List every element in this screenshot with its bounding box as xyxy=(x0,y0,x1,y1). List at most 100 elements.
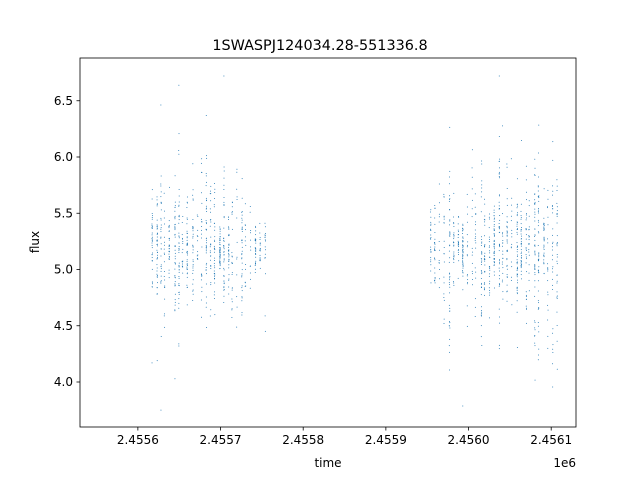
data-point xyxy=(231,273,233,275)
data-point xyxy=(466,274,468,276)
data-point xyxy=(475,224,476,226)
data-point xyxy=(192,245,194,247)
data-point xyxy=(556,254,558,256)
data-point xyxy=(506,226,508,228)
data-point xyxy=(552,266,554,268)
data-point xyxy=(453,216,455,218)
data-point xyxy=(556,256,558,258)
data-point xyxy=(430,224,432,226)
data-point xyxy=(156,270,158,272)
data-point xyxy=(516,223,518,225)
data-point xyxy=(214,267,216,269)
data-point xyxy=(480,283,482,285)
data-point xyxy=(543,238,545,240)
data-point xyxy=(219,244,221,246)
data-point xyxy=(210,236,212,238)
data-point xyxy=(474,233,476,235)
data-point xyxy=(174,246,176,248)
data-point xyxy=(223,259,225,261)
data-point xyxy=(506,221,508,223)
data-point xyxy=(213,297,215,299)
data-point xyxy=(516,276,518,278)
data-point xyxy=(259,260,261,262)
data-point xyxy=(231,256,233,258)
data-point xyxy=(543,222,545,224)
data-point xyxy=(525,307,527,309)
data-point xyxy=(241,275,243,277)
data-point xyxy=(537,190,539,192)
data-point xyxy=(160,268,162,270)
data-point xyxy=(228,249,230,251)
data-point xyxy=(156,234,158,236)
data-point xyxy=(502,253,504,255)
data-point xyxy=(520,264,522,266)
data-point xyxy=(453,282,455,284)
data-point xyxy=(534,321,536,323)
data-point xyxy=(241,230,243,232)
data-point xyxy=(537,211,539,213)
data-point xyxy=(151,236,153,238)
data-point xyxy=(506,276,508,278)
data-point xyxy=(462,241,464,243)
data-point xyxy=(201,158,203,160)
data-point xyxy=(254,240,256,241)
data-point xyxy=(200,162,202,164)
data-point xyxy=(481,241,483,243)
data-point xyxy=(449,257,451,259)
data-point xyxy=(543,261,545,263)
data-point xyxy=(181,261,183,263)
data-point xyxy=(192,218,194,220)
data-point xyxy=(223,283,225,285)
data-point xyxy=(499,283,501,285)
data-point xyxy=(493,232,495,234)
data-point xyxy=(228,293,230,295)
data-point xyxy=(178,188,180,190)
data-point xyxy=(474,267,476,269)
data-point xyxy=(178,242,180,244)
data-point xyxy=(475,213,477,215)
data-point xyxy=(547,238,549,240)
data-point xyxy=(160,196,162,198)
data-point xyxy=(219,249,221,251)
data-point xyxy=(488,238,490,240)
data-point xyxy=(430,270,432,272)
data-point xyxy=(453,281,454,283)
data-point xyxy=(156,256,158,258)
data-point xyxy=(471,247,473,249)
data-point xyxy=(484,245,486,247)
data-point xyxy=(160,224,162,226)
data-point xyxy=(236,296,238,298)
data-point xyxy=(506,230,508,232)
data-point xyxy=(430,221,432,223)
data-point xyxy=(506,268,508,270)
data-point xyxy=(480,325,482,327)
data-point xyxy=(552,328,554,330)
data-point xyxy=(236,256,238,258)
data-point xyxy=(186,261,188,263)
data-point xyxy=(264,239,266,241)
data-point xyxy=(534,272,536,274)
data-point xyxy=(228,258,230,260)
data-point xyxy=(457,241,459,243)
data-point xyxy=(488,265,490,267)
data-point xyxy=(434,267,436,269)
data-point xyxy=(462,257,464,259)
data-point xyxy=(434,232,436,234)
data-point xyxy=(205,267,207,269)
data-point xyxy=(163,261,165,263)
data-point xyxy=(552,386,554,388)
data-point xyxy=(192,290,194,292)
data-point xyxy=(168,253,170,255)
data-point xyxy=(528,264,530,266)
data-point xyxy=(223,286,225,288)
data-point xyxy=(551,204,553,206)
data-point xyxy=(178,219,180,221)
data-point xyxy=(520,215,522,217)
data-point xyxy=(163,270,165,272)
data-point xyxy=(264,226,266,228)
data-point xyxy=(164,241,165,243)
data-point xyxy=(547,280,549,282)
data-point xyxy=(543,240,545,242)
data-point xyxy=(489,252,491,254)
data-point xyxy=(481,160,483,162)
